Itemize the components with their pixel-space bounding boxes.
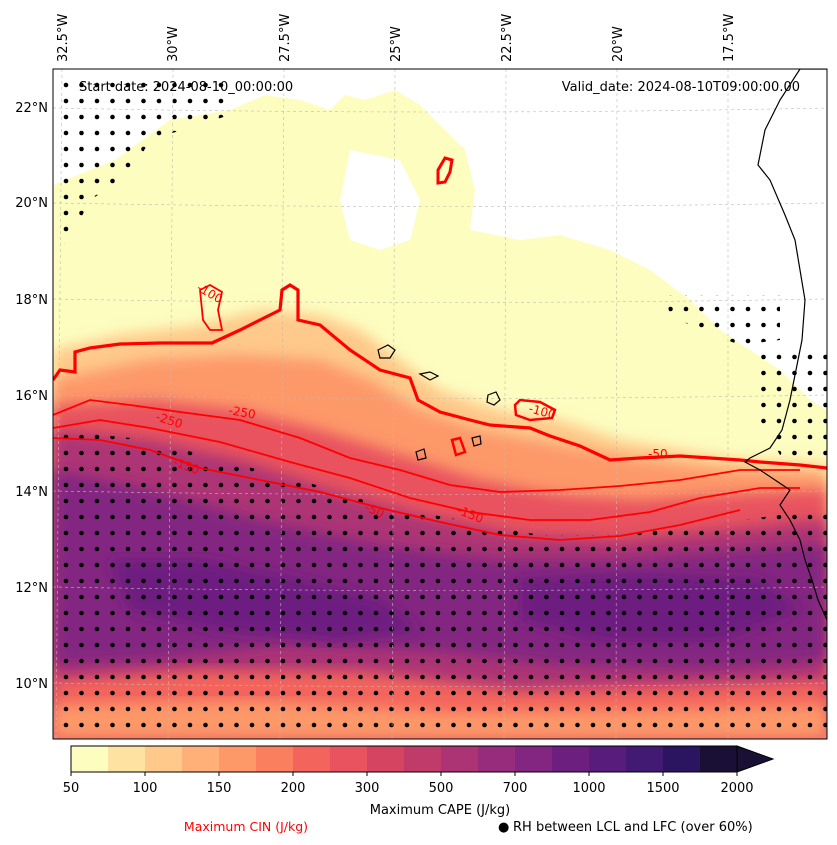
lat-label: 10°N — [15, 677, 48, 692]
latitude-labels: 22°N 20°N 18°N 16°N 14°N 12°N 10°N — [15, 101, 48, 692]
colorbar-swatch — [589, 746, 627, 772]
cape-verde-island-5 — [471, 435, 482, 447]
rh-dots-east — [755, 345, 827, 470]
rh-legend-symbol: ● — [498, 820, 509, 835]
colorbar-tick-label: 50 — [63, 781, 80, 796]
colorbar-tick-label: 100 — [133, 781, 158, 796]
cape-verde-island-2 — [418, 371, 440, 381]
cin-contour-north — [199, 283, 224, 331]
lat-label: 22°N — [15, 101, 48, 116]
lat-label: 12°N — [15, 581, 48, 596]
colorbar-tick-label: 1500 — [646, 781, 679, 796]
rh-legend-label: RH between LCL and LFC (over 60%) — [513, 820, 753, 835]
cape-clear-mid — [340, 150, 420, 250]
colorbar-swatch — [330, 746, 368, 772]
cape-verde-island-1 — [377, 344, 396, 359]
rh-dots-northeast — [665, 295, 780, 345]
lon-label: 22.5°W — [500, 14, 515, 62]
colorbar-swatch — [663, 746, 701, 772]
colorbar-swatch — [626, 746, 664, 772]
lat-label: 20°N — [15, 196, 48, 211]
lon-label: 17.5°W — [722, 14, 737, 62]
colorbar-swatch — [441, 746, 479, 772]
colorbar-tick-label: 300 — [355, 781, 380, 796]
cin-contour-small — [450, 436, 467, 457]
cin-contours — [53, 156, 827, 541]
colorbar-swatch — [71, 746, 109, 772]
colorbar-swatch — [219, 746, 257, 772]
colorbar-tick-label: 700 — [503, 781, 528, 796]
coastlines — [377, 69, 827, 621]
lat-label: 18°N — [15, 293, 48, 308]
cin-contour-island2 — [513, 398, 557, 422]
rh-dots-south — [53, 430, 827, 739]
cape-field — [53, 69, 827, 739]
colorbar-swatch — [108, 746, 146, 772]
valid-date-label: Valid_date: 2024-08-10T09:00:00.00 — [562, 80, 800, 95]
colorbar-swatch — [478, 746, 516, 772]
africa-coast — [743, 69, 827, 621]
rh-dots-northwest — [53, 75, 230, 250]
cin-legend-label: Maximum CIN (J/kg) — [184, 819, 308, 834]
colorbar-ticks: 50 100 150 200 300 500 700 1000 1500 2000 — [63, 772, 754, 796]
contour-label: -50 — [648, 447, 668, 461]
longitude-labels: 32.5°W 30°W 27.5°W 25°W 22.5°W 20°W 17.5… — [56, 14, 737, 62]
colorbar-extend-arrow — [736, 745, 775, 773]
colorbar-swatch — [404, 746, 442, 772]
lon-label: 20°W — [611, 26, 626, 62]
gridlines — [53, 69, 827, 739]
colorbar-title: Maximum CAPE (J/kg) — [370, 803, 510, 818]
colorbar-swatch — [293, 746, 331, 772]
lon-label: 32.5°W — [56, 14, 71, 62]
cape-verde-island-4 — [415, 448, 427, 461]
colorbar-tick-label: 500 — [429, 781, 454, 796]
cape-clear-north — [53, 69, 827, 360]
lon-label: 25°W — [389, 26, 404, 62]
colorbar-swatch — [515, 746, 553, 772]
cin-contour-250 — [53, 437, 741, 541]
cin-contour-150 — [53, 419, 800, 521]
lat-label: 16°N — [15, 389, 48, 404]
cin-contour-island — [436, 156, 454, 185]
colorbar-tick-label: 2000 — [720, 781, 753, 796]
colorbar-swatch — [552, 746, 590, 772]
cin-contour-50 — [53, 283, 827, 470]
lon-label: 27.5°W — [278, 14, 293, 62]
colorbar-swatch — [367, 746, 405, 772]
lon-label: 30°W — [166, 26, 181, 62]
cape-verde-island-3 — [486, 391, 501, 406]
contour-label: -250 — [227, 403, 256, 422]
colorbar-swatch — [182, 746, 220, 772]
contour-label: -100 — [527, 401, 557, 422]
colorbar-tick-label: 200 — [281, 781, 306, 796]
colorbar-tick-label: 150 — [207, 781, 232, 796]
colorbar-swatch — [145, 746, 183, 772]
map-panel: -250 -250 -150 -50 -150 -100 -100 -50 St… — [52, 68, 828, 740]
colorbar-tick-label: 1000 — [572, 781, 605, 796]
lat-label: 14°N — [15, 485, 48, 500]
colorbar-swatch — [700, 746, 738, 772]
map-frame — [52, 68, 828, 740]
colorbar-swatch — [256, 746, 294, 772]
start-date-label: Start date: 2024-08-10_00:00:00 — [79, 80, 293, 95]
colorbar-frame — [70, 745, 738, 773]
cin-contour-100 — [53, 399, 800, 493]
colorbar — [70, 745, 775, 773]
